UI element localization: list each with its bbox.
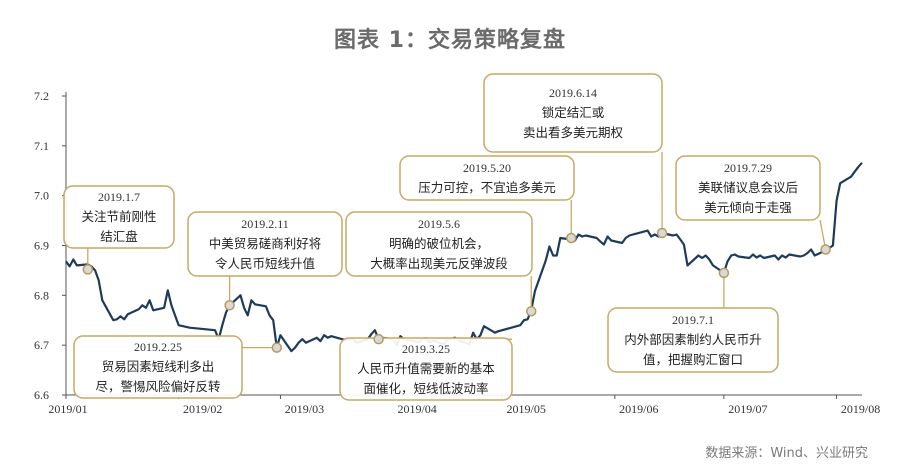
- annotation-text: 人民币升值需要新的基本: [357, 361, 495, 376]
- annotation-date: 2019.7.1: [672, 313, 714, 327]
- annotation-text: 结汇盘: [100, 229, 138, 244]
- x-tick-label: 2019/06: [619, 402, 658, 416]
- x-tick-label: 2019/01: [48, 402, 87, 416]
- annotation-marker: [82, 264, 94, 275]
- annotation-date: 2019.2.25: [134, 340, 182, 354]
- annotation-text: 面催化，短线低波动率: [363, 381, 488, 396]
- x-tick-label: 2019/08: [841, 402, 880, 416]
- annotation-marker: [373, 333, 384, 345]
- annotation-date: 2019.3.25: [402, 342, 450, 356]
- annotation-text: 明确的破位机会，: [389, 236, 489, 251]
- x-tick-label: 2019/05: [506, 402, 545, 416]
- annotation-text: 内外部因素制约人民币升: [624, 332, 762, 347]
- annotation-text: 贸易因素短线利多出: [102, 359, 215, 374]
- annotation-box: [399, 155, 575, 201]
- annotation-text: 尽，警惕风险偏好反转: [95, 379, 220, 394]
- annotation-box: [483, 73, 663, 153]
- annotation-date: 2019.5.20: [463, 161, 511, 175]
- x-tick-label: 2019/03: [285, 402, 324, 416]
- annotation-text: 美元倾向于走强: [704, 200, 792, 215]
- y-tick-label: 6.9: [34, 239, 49, 253]
- annotation-box: [345, 211, 533, 277]
- annotation-date: 2019.7.29: [724, 161, 772, 175]
- annotation-box: [63, 185, 175, 249]
- annotation-text: 压力可控，不宜追多美元: [418, 180, 556, 195]
- annotation-box: [187, 211, 343, 277]
- annotation-date: 2019.6.14: [549, 86, 597, 100]
- annotation-box: [73, 335, 243, 399]
- annotation-text: 大概率出现美元反弹波段: [370, 256, 508, 271]
- annotation-marker: [525, 306, 537, 317]
- annotation-box: [675, 155, 821, 221]
- y-tick-label: 6.8: [34, 288, 49, 302]
- y-tick-label: 7.2: [34, 89, 49, 103]
- x-tick-label: 2019/04: [397, 402, 436, 416]
- annotation-marker: [656, 227, 668, 239]
- annotation-date: 2019.2.11: [241, 217, 289, 231]
- annotation-text: 美联储议息会议后: [698, 180, 798, 195]
- annotation-text: 中美贸易磋商利好将: [209, 236, 322, 251]
- annotation-marker: [718, 267, 730, 279]
- annotation-date: 2019.5.6: [418, 217, 460, 231]
- annotation-marker: [565, 232, 577, 244]
- annotation-marker: [271, 342, 283, 353]
- y-tick-label: 6.6: [34, 388, 49, 402]
- annotation-box: [339, 337, 513, 401]
- annotation-text: 关注节前刚性: [81, 209, 156, 224]
- source-note: 数据来源：Wind、兴业研究: [705, 446, 868, 461]
- annotation-marker: [820, 244, 831, 255]
- x-tick-label: 2019/07: [728, 402, 767, 416]
- chart-title: 图表 1：交易策略复盘: [334, 28, 566, 53]
- annotation-text: 值，把握购汇窗口: [643, 352, 743, 367]
- annotation-marker: [224, 300, 235, 311]
- x-tick-label: 2019/02: [183, 402, 222, 416]
- annotation-text: 令人民币短线升值: [215, 256, 315, 271]
- annotation-date: 2019.1.7: [98, 190, 140, 204]
- y-tick-label: 6.7: [34, 338, 49, 352]
- y-tick-label: 7.0: [34, 189, 49, 203]
- annotation-text: 卖出看多美元期权: [523, 125, 624, 140]
- annotation-text: 锁定结汇或: [542, 105, 605, 120]
- annotation-box: [607, 307, 779, 373]
- y-tick-label: 7.1: [34, 139, 49, 153]
